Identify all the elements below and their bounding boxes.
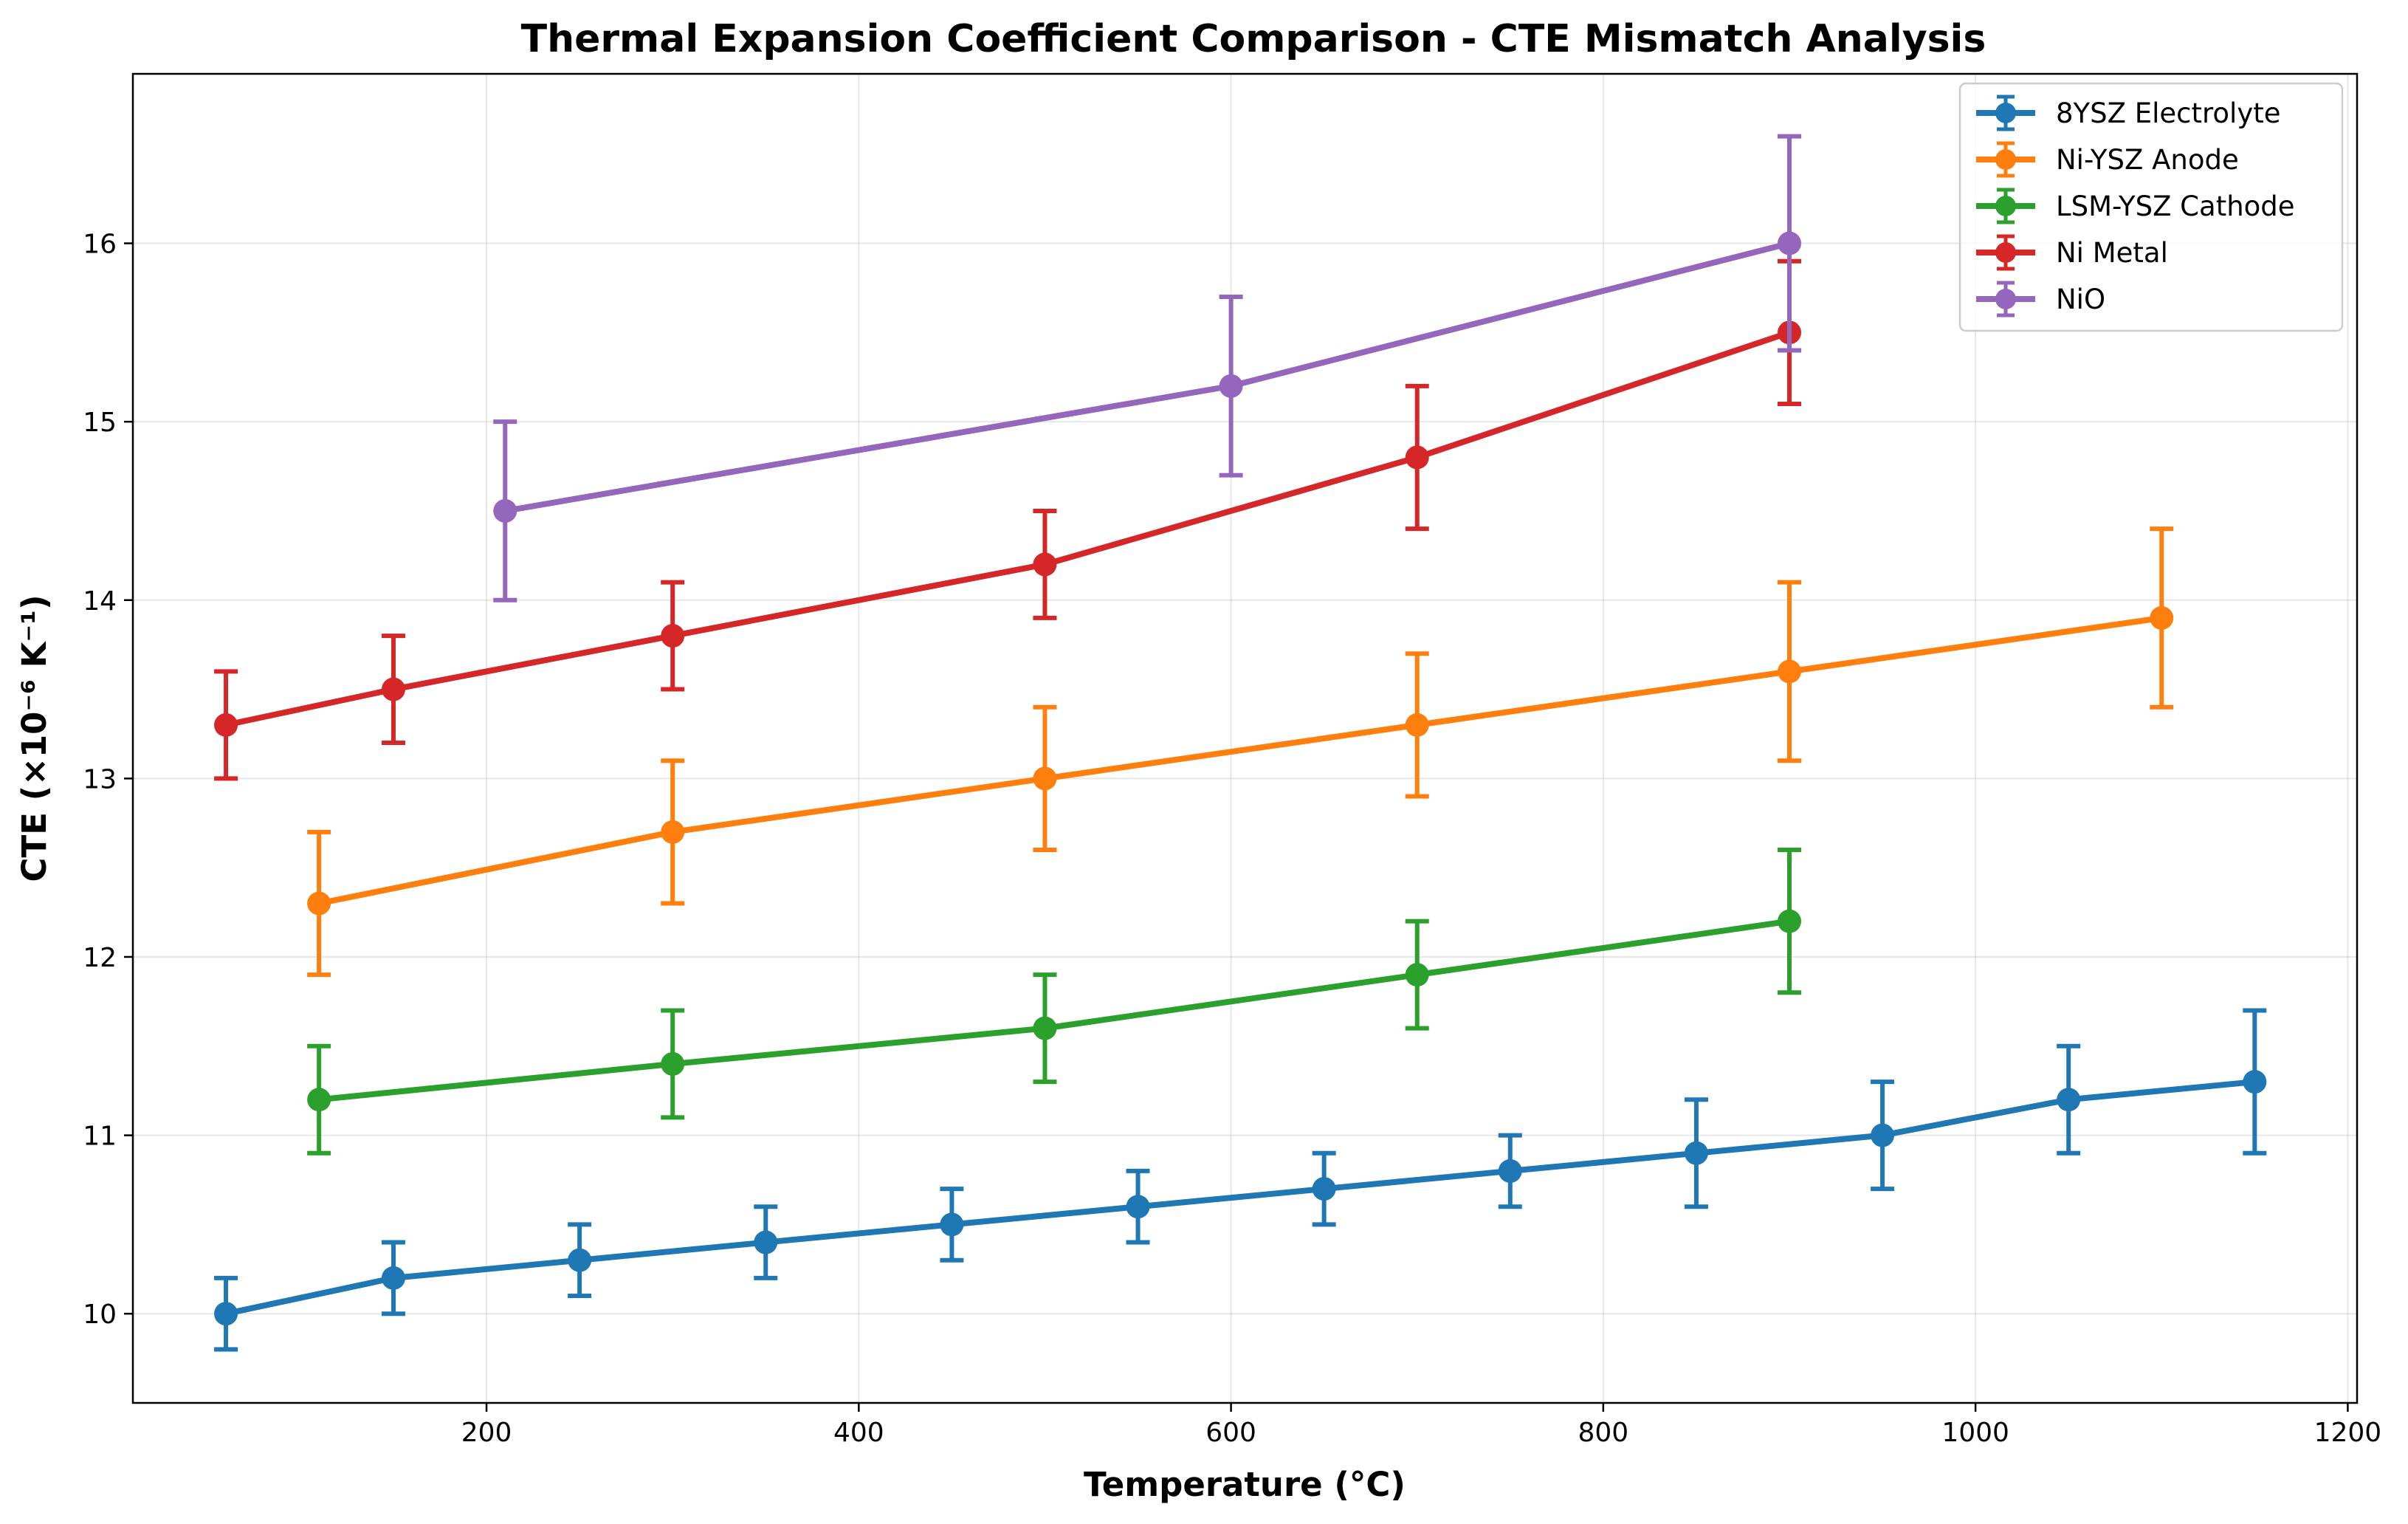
data-point [1871,1123,1895,1147]
plot-frame [131,72,2359,1404]
series-5 [493,134,1801,603]
data-point [2057,1088,2081,1112]
legend-marker [1995,196,2016,216]
legend-label: Ni-YSZ Anode [2056,144,2239,176]
data-point [1312,1177,1336,1201]
data-point [661,624,685,648]
legend-label: 8YSZ Electrolyte [2056,97,2281,129]
legend-marker [1995,289,2016,309]
data-point [754,1230,778,1254]
x-tick-label: 1200 [2314,1418,2382,1448]
legend: 8YSZ Electrolyte Ni-YSZ Anode LSM-YSZ Cath… [1958,82,2344,332]
legend-label: Ni Metal [2056,237,2168,269]
legend-entry: 8YSZ Electrolyte [1976,95,2281,131]
series-line [223,329,1792,728]
series-1 [214,1008,2267,1352]
y-tick-label: 16 [83,230,117,260]
data-point [493,498,517,523]
y-tick-label: 13 [83,764,117,794]
data-point [568,1248,592,1272]
legend-entry: NiO [1976,281,2105,318]
data-point [1405,445,1429,470]
legend-frame [1958,82,2344,332]
y-axis-label: CTE (×10⁻⁶ K⁻¹) [15,594,54,882]
x-tick-label: 1000 [1941,1418,2009,1448]
data-point [214,1302,238,1326]
data-point [381,677,405,701]
data-point [1126,1195,1150,1219]
data-point [1033,1016,1057,1040]
data-point [1405,713,1429,737]
legend-entry: Ni Metal [1976,234,2168,271]
data-point [661,1051,685,1076]
data-point [307,1088,331,1112]
y-tick-label: 14 [83,586,117,617]
series-2 [307,526,2174,978]
data-point [1219,374,1243,398]
legend-label: LSM-YSZ Cathode [2056,190,2295,222]
series-line [223,1079,2258,1317]
series-4 [214,258,1801,781]
x-tick-label: 200 [461,1418,512,1448]
data-point [381,1266,405,1290]
series-line [316,614,2165,907]
x-tick-label: 600 [1205,1418,1256,1448]
x-tick-label: 800 [1578,1418,1628,1448]
legend-marker [1995,149,2016,170]
y-tick-label: 12 [83,943,117,973]
data-point [1684,1141,1708,1165]
legend-entry: LSM-YSZ Cathode [1976,188,2295,224]
data-point [2243,1070,2267,1094]
chart-title: Thermal Expansion Coefficient Comparison… [521,17,1986,61]
data-point [1405,963,1429,987]
x-axis-label: Temperature (°C) [1084,1465,1406,1504]
data-point [1033,766,1057,791]
data-point [661,820,685,844]
series-3 [307,848,1801,1156]
y-axis-ticks: 10 11 12 13 14 15 16 [83,230,133,1330]
data-point [1498,1159,1522,1183]
legend-entry: Ni-YSZ Anode [1976,141,2239,178]
data-point [1777,659,1801,684]
data-point [1777,231,1801,255]
x-tick-label: 400 [833,1418,884,1448]
series-group [214,134,2267,1352]
data-point [940,1212,964,1237]
legend-marker [1995,242,2016,263]
data-point [1777,909,1801,933]
data-point [2150,605,2174,630]
data-point [307,891,331,916]
data-point [1033,552,1057,577]
data-point [214,713,238,737]
x-axis-ticks: 200 400 600 800 1000 1200 [461,1403,2382,1448]
y-tick-label: 15 [83,408,117,438]
y-tick-label: 11 [83,1122,117,1152]
y-tick-label: 10 [83,1300,117,1330]
legend-label: NiO [2056,284,2105,315]
legend-marker [1995,103,2016,123]
